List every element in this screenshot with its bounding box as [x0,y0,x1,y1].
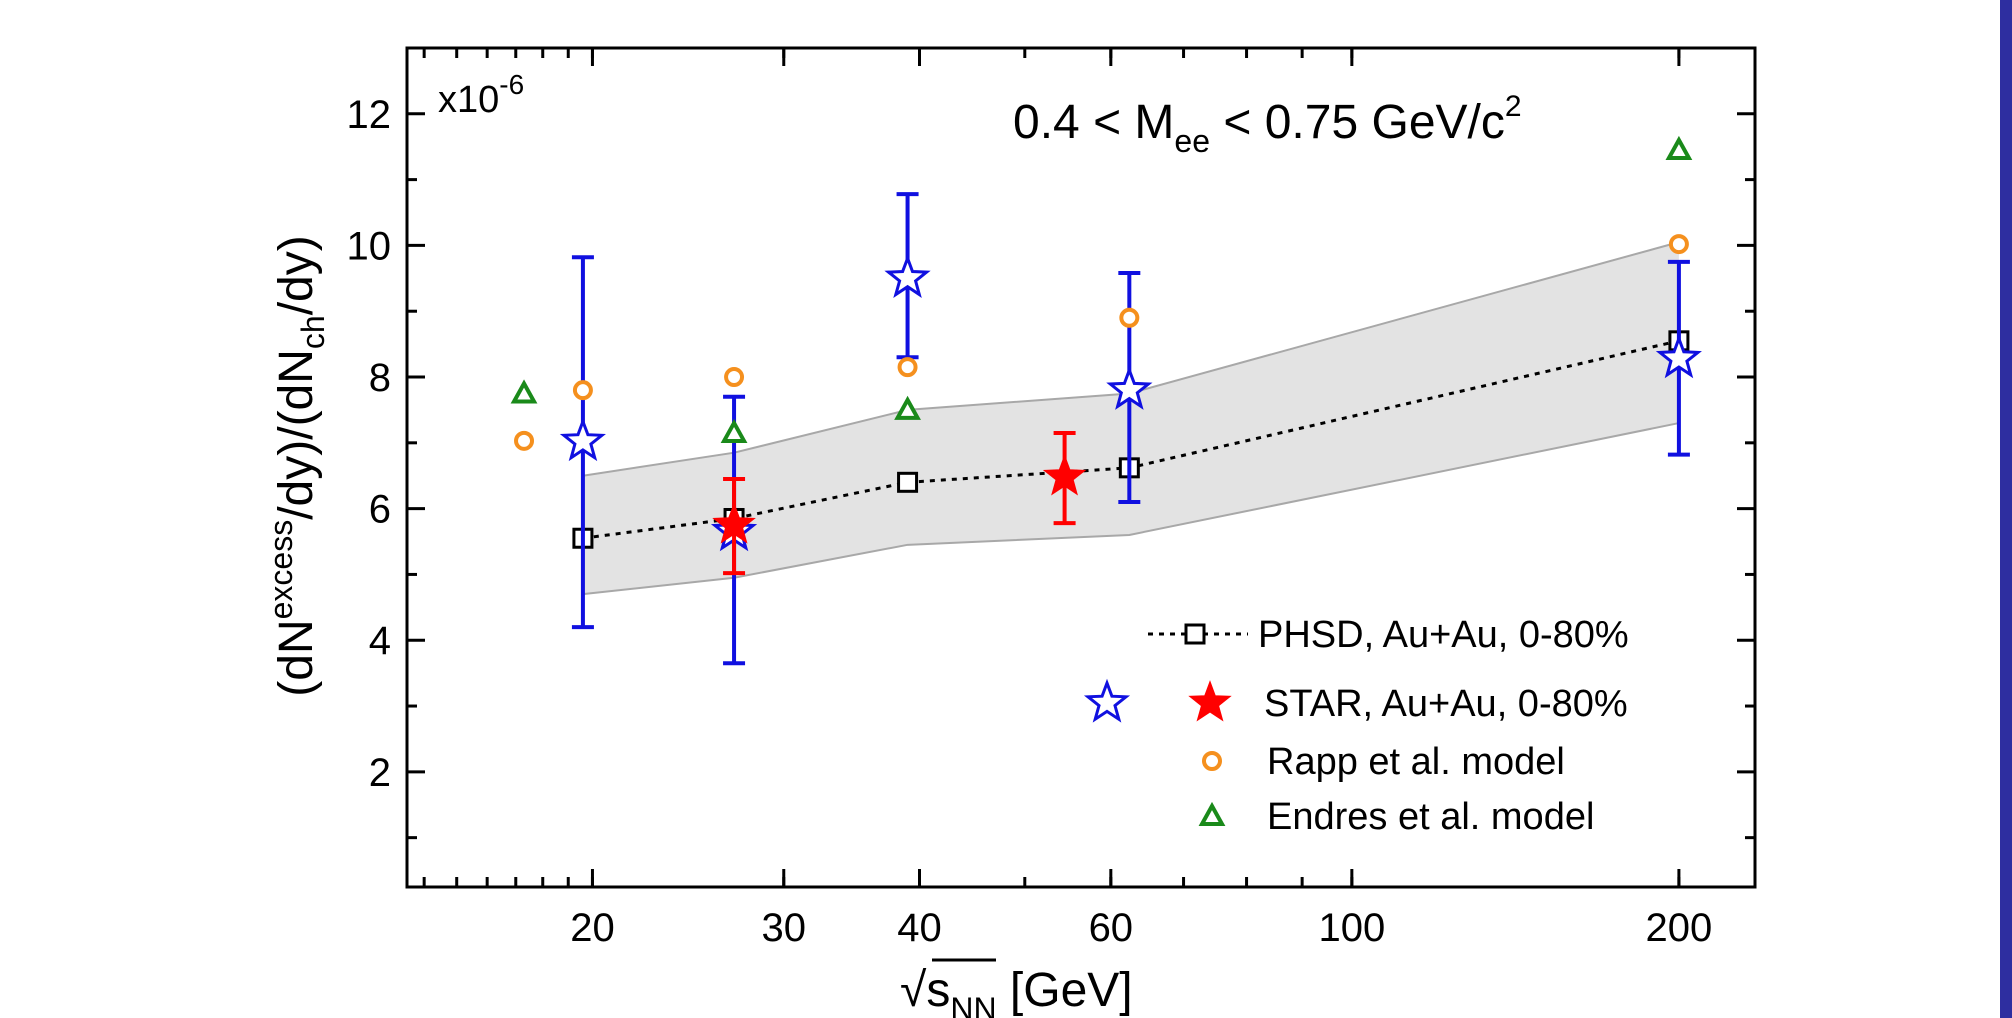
x-tick-label: 20 [570,906,615,950]
open-star-point [884,254,931,298]
axis-ticks-layer [407,46,1755,887]
x-tick-label: 30 [762,906,807,950]
legend-rapp-marker [1202,751,1222,771]
open-star-point [1106,365,1153,410]
y-label-sub: ch [295,315,331,349]
series-filled-star [712,430,1087,576]
y-multiplier-exp: -6 [499,69,524,100]
legend-phsd-marker [1184,623,1206,645]
legend-endres-marker [1198,801,1226,826]
x-tick-label: 100 [1318,906,1385,950]
y-label-part3: /dy) [270,235,323,315]
filled-star-point [712,502,756,544]
y-tick-label: 2 [369,751,391,795]
legend: PHSD, Au+Au, 0-80% STAR, Au+Au, 0-80% Rapp… [1083,614,1629,838]
annotation-sup: 2 [1505,90,1522,123]
phsd-dotted-line [582,339,1680,540]
mass-range-annotation: 0.4 < Mee < 0.75 GeV/c2 [1013,90,1522,159]
open-circle-point [897,357,918,378]
y-scale-multiplier: x10-6 [438,69,524,121]
axis-labels-layer: 2 4 6 8 10 12 20 30 40 60 100 200 [347,93,1713,950]
open-triangle-point [1665,135,1693,160]
legend-star-filled-marker [1188,680,1232,722]
legend-label: Endres et al. model [1267,796,1594,838]
open-square-point [897,471,919,493]
x-label-s: s [926,964,950,1017]
y-label-part2: /dy)/(dN [270,349,323,520]
annotation-part1: 0.4 < M [1013,96,1174,149]
legend-star-open-marker [1083,678,1131,723]
y-tick-label: 12 [347,93,392,137]
open-triangle-point [510,379,538,404]
open-circle-point [1668,234,1689,255]
x-tick-label: 60 [1089,906,1134,950]
y-axis-label: (dNexcess/dy)/(dNch/dy) [263,235,331,696]
open-circle-point [1119,307,1140,328]
series-open-circle [514,234,1689,451]
slide-edge-bar [2000,0,2012,1018]
annotation-part2: < 0.75 GeV/c [1210,96,1505,149]
y-label-part1: (dN [270,619,323,696]
legend-label: Rapp et al. model [1267,741,1565,783]
open-star-point [1655,334,1702,379]
y-tick-label: 6 [369,488,391,532]
series-layer [510,135,1702,666]
x-tick-label: 200 [1646,906,1713,950]
open-circle-point [572,380,593,401]
y-multiplier-base: x10 [438,79,499,121]
x-label-root: √ [900,964,927,1017]
phsd-band-lower-edge [582,422,1680,596]
legend-label: STAR, Au+Au, 0-80% [1264,683,1628,725]
plot-frame [405,46,1757,889]
x-axis-label: √sNN [GeV] [900,964,1133,1018]
filled-star-point [1042,454,1087,496]
y-label-sup: excess [263,520,299,620]
x-label-unit: [GeV] [997,964,1133,1017]
legend-label: PHSD, Au+Au, 0-80% [1258,614,1629,656]
series-open-triangle [510,135,1693,443]
x-tick-label: 40 [897,906,942,950]
open-triangle-point [894,395,921,420]
open-circle-point [724,367,745,388]
open-star-point [559,417,606,462]
y-tick-label: 4 [369,619,391,663]
open-circle-point [514,430,535,451]
annotation-sub: ee [1174,123,1210,159]
x-label-sub: NN [950,991,996,1018]
y-tick-label: 10 [347,224,392,268]
open-triangle-point [720,418,748,443]
y-tick-label: 8 [369,356,391,400]
